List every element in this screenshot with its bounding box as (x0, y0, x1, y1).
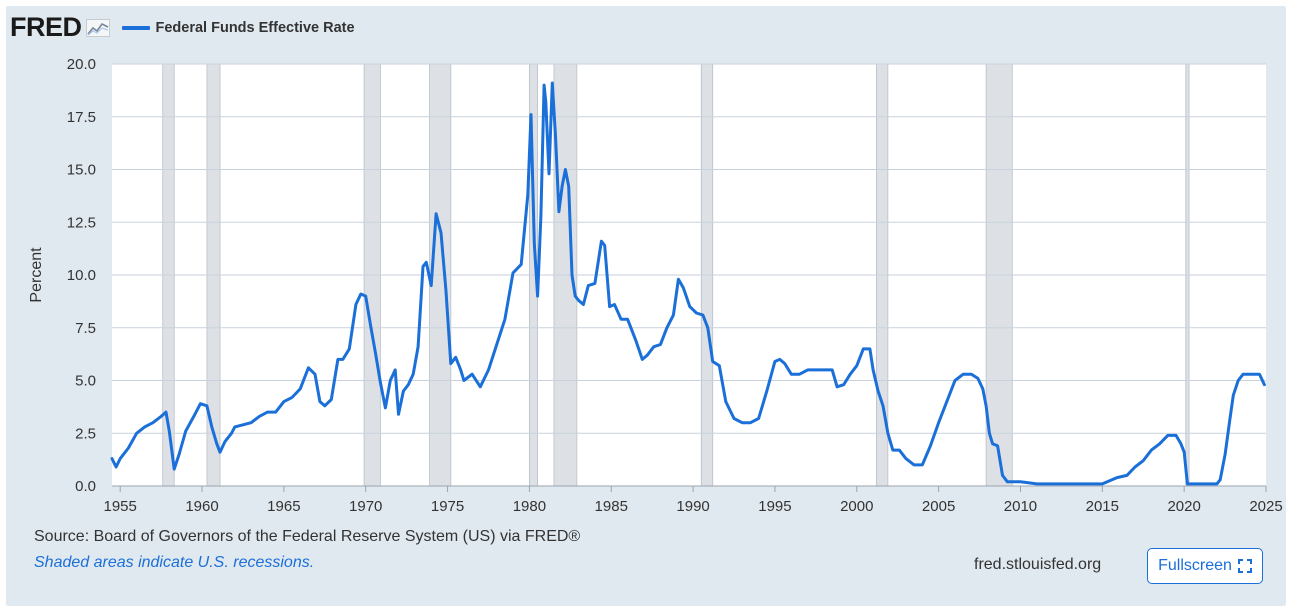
fullscreen-label: Fullscreen (1158, 557, 1232, 574)
x-axis-ticks: 1955 1960 1965 1970 1975 1980 1985 1990 1995 2000… (103, 485, 1283, 515)
x-tick-label: 1960 (185, 498, 218, 515)
y-tick-label: 17.5 (67, 109, 96, 126)
grid-lines (112, 63, 1266, 487)
y-axis-label: Percent (28, 247, 45, 303)
y-tick-label: 5.0 (75, 373, 96, 390)
x-tick-label: 1975 (431, 498, 464, 515)
x-tick-label: 2020 (1167, 498, 1200, 515)
x-tick-label: 1955 (103, 498, 136, 515)
chart-legend[interactable]: Federal Funds Effective Rate (121, 20, 355, 36)
x-tick-label: 2015 (1086, 498, 1119, 515)
recession-note: Shaded areas indicate U.S. recessions. (34, 554, 315, 571)
expand-icon (1237, 559, 1252, 573)
series-line-federal-funds-rate[interactable] (110, 81, 1266, 486)
x-tick-label: 1995 (758, 498, 791, 515)
line-chart-icon (85, 19, 110, 37)
y-tick-label: 12.5 (67, 214, 96, 231)
x-tick-label: 1970 (349, 498, 382, 515)
x-tick-label: 1980 (513, 498, 546, 515)
y-tick-label: 20.0 (67, 56, 96, 73)
x-tick-label: 2000 (840, 498, 873, 515)
x-tick-label: 2010 (1004, 498, 1037, 515)
y-tick-label: 2.5 (75, 425, 96, 442)
x-tick-label: 1990 (676, 498, 709, 515)
fullscreen-button[interactable]: Fullscreen (1147, 548, 1263, 584)
y-tick-label: 15.0 (67, 162, 96, 179)
x-tick-label: 1965 (267, 498, 300, 515)
x-tick-label: 1985 (595, 498, 628, 515)
legend-swatch (121, 26, 150, 30)
y-tick-label: 7.5 (75, 320, 96, 337)
site-link[interactable]: fred.stlouisfed.org (974, 556, 1102, 573)
x-tick-label: 2005 (922, 498, 955, 515)
y-tick-label: 10.0 (67, 267, 96, 284)
y-axis-ticks: 0.0 2.5 5.0 7.5 10.0 12.5 15.0 17.5 20.0 (67, 56, 96, 495)
legend-label: Federal Funds Effective Rate (155, 20, 355, 36)
y-tick-label: 0.0 (75, 478, 96, 495)
x-tick-label: 2025 (1249, 498, 1282, 515)
fred-logo[interactable]: FRED (10, 11, 82, 42)
source-text: Source: Board of Governors of the Federa… (34, 528, 581, 545)
chart-header: FRED Federal Funds Effective Rate (10, 12, 355, 42)
